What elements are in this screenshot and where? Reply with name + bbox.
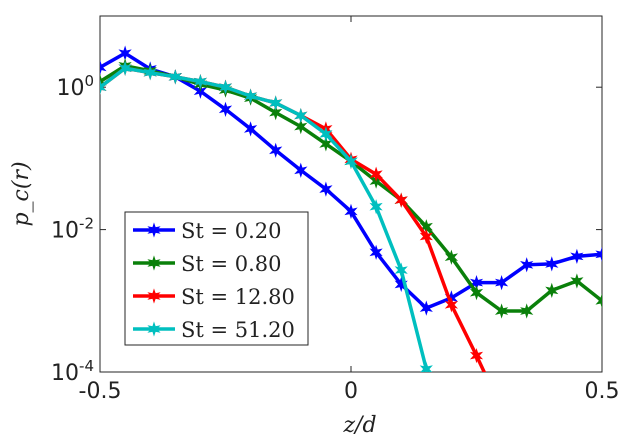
series-layer bbox=[100, 45, 602, 415]
legend-marker bbox=[147, 222, 161, 238]
x-tick-label: -0.5 bbox=[79, 379, 122, 404]
legend-label: St = 0.80 bbox=[181, 252, 282, 276]
marker bbox=[344, 153, 358, 169]
marker bbox=[193, 73, 208, 90]
legend-label: St = 0.20 bbox=[181, 219, 282, 243]
marker bbox=[269, 95, 283, 111]
marker bbox=[294, 107, 308, 124]
marker bbox=[494, 303, 509, 319]
marker bbox=[294, 162, 308, 178]
x-tick-label: 0 bbox=[344, 379, 358, 404]
marker bbox=[319, 126, 333, 142]
marker bbox=[394, 262, 408, 278]
marker bbox=[269, 104, 283, 121]
marker bbox=[218, 101, 233, 117]
marker bbox=[218, 79, 233, 95]
marker bbox=[570, 273, 584, 289]
marker bbox=[100, 79, 107, 95]
y-tick-label: 100 bbox=[56, 72, 94, 101]
marker bbox=[419, 228, 433, 245]
marker bbox=[168, 69, 182, 85]
legend-box bbox=[124, 211, 309, 346]
marker bbox=[494, 274, 509, 291]
marker bbox=[444, 249, 459, 265]
marker bbox=[469, 347, 484, 364]
legend-marker bbox=[147, 321, 161, 337]
marker bbox=[100, 74, 107, 90]
legend-marker bbox=[147, 288, 161, 304]
marker bbox=[294, 118, 308, 135]
marker bbox=[394, 276, 408, 293]
marker bbox=[595, 246, 602, 262]
y-tick-label: 10-2 bbox=[51, 215, 94, 244]
marker bbox=[100, 59, 107, 75]
marker bbox=[394, 192, 408, 208]
marker bbox=[369, 244, 383, 260]
series-line bbox=[100, 66, 428, 370]
x-tick-label: 0.5 bbox=[585, 379, 620, 404]
legend-marker bbox=[147, 255, 161, 271]
marker bbox=[595, 293, 602, 309]
marker bbox=[419, 300, 433, 316]
legend-label: St = 51.20 bbox=[181, 318, 295, 342]
marker bbox=[243, 121, 258, 137]
marker bbox=[496, 403, 506, 415]
marker bbox=[469, 285, 484, 301]
marker bbox=[269, 142, 283, 158]
y-axis-label: p_c(r) bbox=[9, 161, 34, 226]
marker bbox=[118, 60, 132, 76]
x-axis-label: z/d bbox=[342, 413, 376, 438]
y-tick-label: 10-4 bbox=[51, 357, 94, 386]
legend-label: St = 12.80 bbox=[181, 285, 295, 309]
marker bbox=[444, 297, 459, 313]
marker bbox=[369, 199, 383, 215]
marker bbox=[570, 248, 584, 265]
marker bbox=[545, 282, 559, 299]
marker bbox=[244, 88, 258, 104]
marker bbox=[344, 203, 358, 220]
marker bbox=[520, 257, 534, 273]
marker bbox=[319, 181, 333, 197]
marker bbox=[369, 166, 383, 182]
marker bbox=[143, 65, 157, 81]
marker bbox=[419, 361, 433, 372]
marker bbox=[520, 303, 534, 319]
marker bbox=[545, 256, 559, 272]
